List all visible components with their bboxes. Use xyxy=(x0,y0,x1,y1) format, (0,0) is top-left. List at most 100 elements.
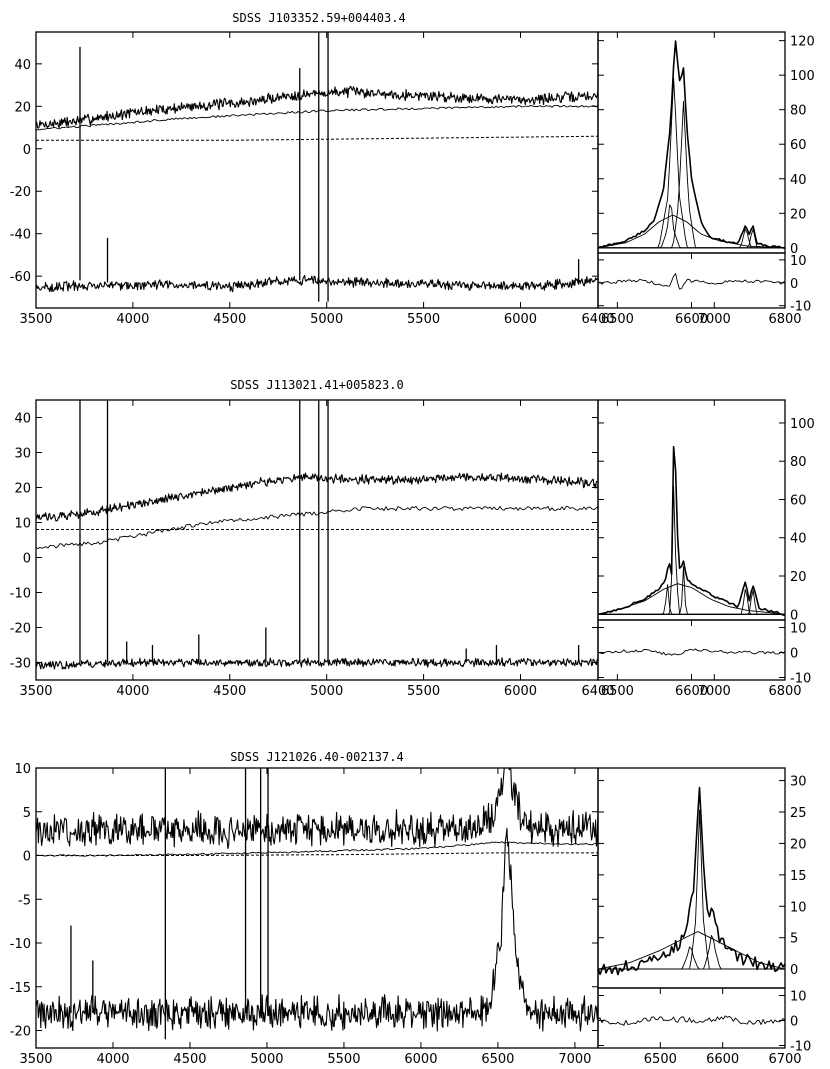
x-tick-label: 4500 xyxy=(173,1052,206,1067)
y-tick-label: -15 xyxy=(10,981,31,996)
series-line xyxy=(598,40,785,250)
x-tick-label: 6600 xyxy=(675,312,708,327)
series-line xyxy=(598,485,785,615)
x-tick-label: 3500 xyxy=(19,684,52,699)
y-tick-label: -30 xyxy=(10,657,31,672)
plot-frame xyxy=(35,399,599,681)
plot-frame xyxy=(597,987,786,1049)
y-tick-label: 10 xyxy=(790,622,807,637)
y-tick-label: 100 xyxy=(790,417,815,432)
x-tick-label: 5000 xyxy=(310,312,343,327)
plot-frame xyxy=(597,31,786,254)
y-tick-label: 10 xyxy=(790,254,807,269)
y-tick-label: 25 xyxy=(790,806,807,821)
y-tick-label: -10 xyxy=(10,587,31,602)
y-tick-label: 120 xyxy=(790,35,815,50)
y-tick-label: 0 xyxy=(23,552,31,567)
series-line xyxy=(36,827,598,1032)
y-tick-label: -20 xyxy=(10,1025,31,1040)
series-line xyxy=(598,786,785,976)
x-tick-label: 5000 xyxy=(310,684,343,699)
x-tick-label: 3500 xyxy=(19,312,52,327)
x-tick-label: 4000 xyxy=(96,1052,129,1067)
y-tick-label: 10 xyxy=(790,900,807,915)
x-tick-label: 6600 xyxy=(706,1052,739,1067)
y-tick-label: 40 xyxy=(790,532,807,547)
y-tick-label: 10 xyxy=(790,990,807,1005)
y-tick-label: 60 xyxy=(790,138,807,153)
x-tick-label: 6500 xyxy=(644,1052,677,1067)
x-tick-label: 5000 xyxy=(250,1052,283,1067)
y-tick-label: 80 xyxy=(790,104,807,119)
series-line xyxy=(598,583,785,615)
y-tick-label: 5 xyxy=(23,806,31,821)
y-tick-label: 15 xyxy=(790,869,807,884)
x-tick-label: 5500 xyxy=(407,312,440,327)
y-tick-label: 0 xyxy=(790,242,798,257)
series-line xyxy=(36,472,598,522)
series-line xyxy=(598,228,785,249)
y-tick-label: 0 xyxy=(790,647,798,662)
x-tick-label: 6600 xyxy=(675,684,708,699)
y-tick-label: -10 xyxy=(10,937,31,952)
series-line xyxy=(36,274,598,293)
y-tick-label: -10 xyxy=(790,1040,811,1055)
series-line xyxy=(598,648,785,656)
series-line xyxy=(598,935,785,970)
series-line xyxy=(598,445,785,616)
y-tick-label: 10 xyxy=(14,762,31,777)
x-tick-label: 4500 xyxy=(213,684,246,699)
y-tick-label: 0 xyxy=(23,850,31,865)
x-tick-label: 6700 xyxy=(768,1052,801,1067)
x-tick-label: 6500 xyxy=(481,1052,514,1067)
y-tick-label: 40 xyxy=(14,58,31,73)
series-line xyxy=(598,1015,785,1026)
plot-frame xyxy=(35,31,599,309)
y-tick-label: 30 xyxy=(790,775,807,790)
x-tick-label: 6000 xyxy=(504,312,537,327)
x-tick-label: 6400 xyxy=(581,684,614,699)
y-tick-label: 5 xyxy=(790,932,798,947)
series-line xyxy=(36,852,598,856)
y-tick-label: 0 xyxy=(790,1015,798,1030)
y-tick-label: 20 xyxy=(790,837,807,852)
x-tick-label: 4000 xyxy=(116,312,149,327)
y-tick-label: 0 xyxy=(790,608,798,623)
series-line xyxy=(36,505,598,550)
series-line xyxy=(36,104,598,131)
series-line xyxy=(36,768,598,850)
x-tick-label: 5500 xyxy=(327,1052,360,1067)
y-tick-label: -40 xyxy=(10,228,31,243)
plot-frame xyxy=(597,399,786,621)
y-tick-label: -5 xyxy=(18,893,31,908)
series-line xyxy=(598,931,785,970)
x-tick-label: 4500 xyxy=(213,312,246,327)
y-tick-label: 20 xyxy=(14,100,31,115)
series-line xyxy=(598,273,785,290)
x-tick-label: 5500 xyxy=(407,684,440,699)
y-tick-label: 40 xyxy=(14,412,31,427)
y-tick-label: 80 xyxy=(790,455,807,470)
y-tick-label: 100 xyxy=(790,69,815,84)
x-tick-label: 6400 xyxy=(581,312,614,327)
x-tick-label: 6500 xyxy=(601,684,634,699)
y-tick-label: 10 xyxy=(14,517,31,532)
series-line xyxy=(598,809,785,970)
x-tick-label: 6000 xyxy=(504,684,537,699)
x-tick-label: 7000 xyxy=(698,684,731,699)
panel-title-1: SDSS J103352.59+004403.4 xyxy=(232,11,405,25)
y-tick-label: 30 xyxy=(14,447,31,462)
y-tick-label: -20 xyxy=(10,185,31,200)
x-tick-label: 4000 xyxy=(116,684,149,699)
y-tick-label: 0 xyxy=(790,963,798,978)
y-tick-label: -20 xyxy=(10,622,31,637)
x-tick-label: 7000 xyxy=(698,312,731,327)
x-tick-label: 6800 xyxy=(768,312,801,327)
series-line xyxy=(598,590,785,615)
y-tick-label: 20 xyxy=(790,570,807,585)
x-tick-label: 7000 xyxy=(558,1052,591,1067)
series-line xyxy=(36,841,598,857)
x-tick-label: 6000 xyxy=(404,1052,437,1067)
y-tick-label: 40 xyxy=(790,173,807,188)
panel-title-3: SDSS J121026.40-002137.4 xyxy=(230,750,403,764)
